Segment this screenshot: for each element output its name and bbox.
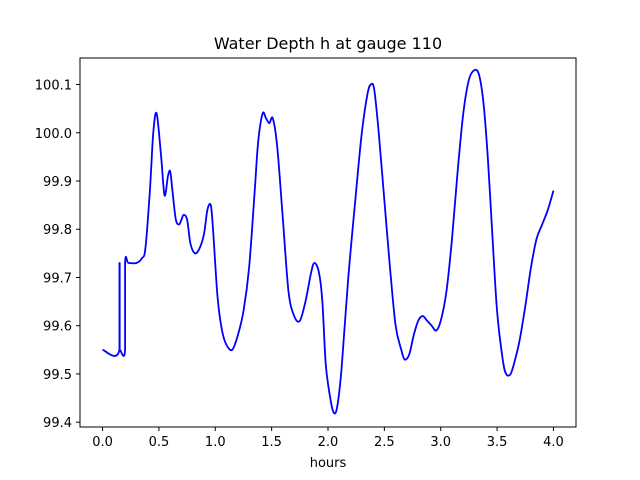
x-tick-label: 4.0 bbox=[543, 435, 564, 450]
x-tick-label: 3.5 bbox=[487, 435, 508, 450]
x-axis-label: hours bbox=[310, 456, 347, 471]
y-tick-label: 100.0 bbox=[35, 127, 72, 142]
plot-area bbox=[102, 68, 555, 415]
x-tick-label: 0.0 bbox=[92, 435, 113, 450]
x-tick-label: 2.5 bbox=[374, 435, 395, 450]
y-tick-label: 99.8 bbox=[43, 223, 72, 238]
y-tick-label: 99.6 bbox=[43, 320, 72, 335]
y-tick-label: 99.9 bbox=[43, 175, 72, 190]
y-tick-label: 99.5 bbox=[43, 368, 72, 383]
data-series-line-0 bbox=[102, 68, 555, 415]
x-tick-label: 3.0 bbox=[430, 435, 451, 450]
x-tick-label: 0.5 bbox=[149, 435, 170, 450]
x-tick-label: 1.5 bbox=[261, 435, 282, 450]
y-tick-label: 100.1 bbox=[35, 79, 72, 94]
x-tick-label: 1.0 bbox=[205, 435, 226, 450]
axes: 0.0 0.5 1.0 1.5 2.0 2.5 3.0 3.5 4.0 99.4 99.5 99.6 9… bbox=[35, 57, 577, 450]
chart-title: Water Depth h at gauge 110 bbox=[214, 34, 442, 53]
y-tick-label: 99.4 bbox=[43, 416, 72, 431]
y-tick-label: 99.7 bbox=[43, 271, 72, 286]
x-tick-label: 2.0 bbox=[318, 435, 339, 450]
